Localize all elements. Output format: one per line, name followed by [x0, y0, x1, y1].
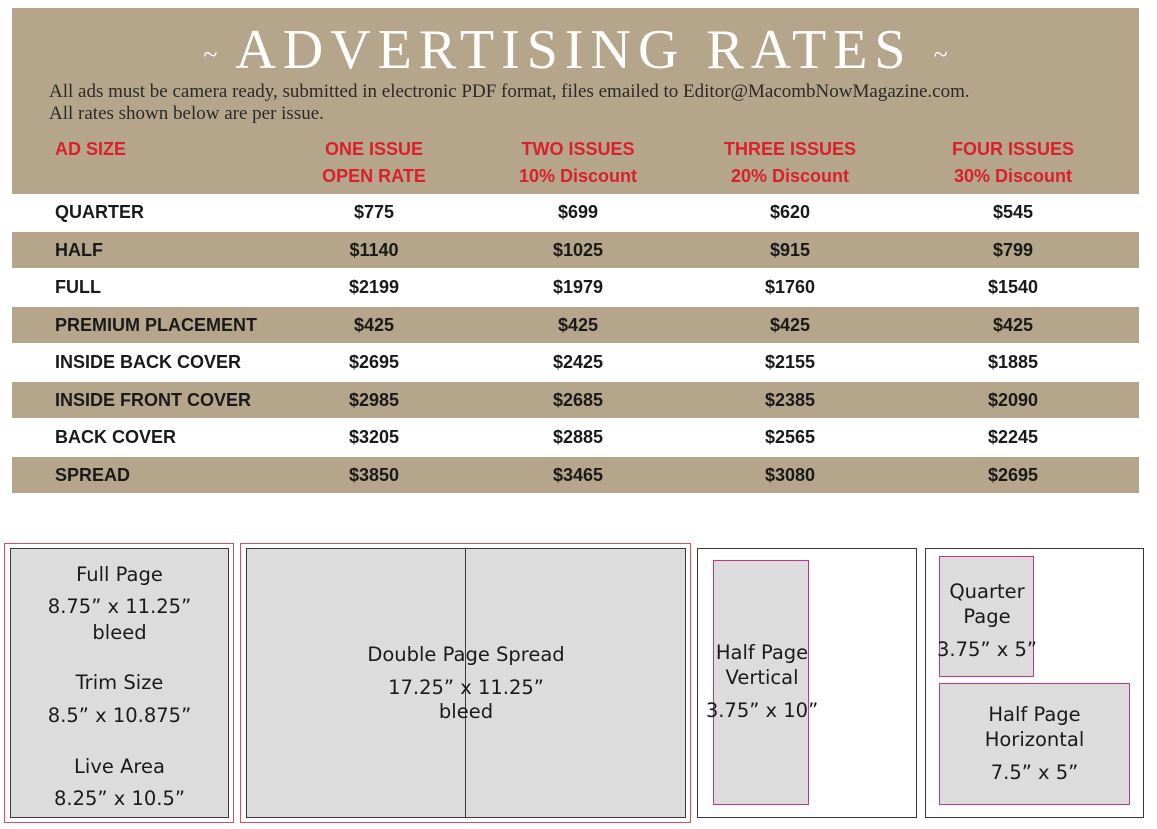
half-horizontal-ad-area: Half Page Horizontal 7.5” x 5” — [939, 683, 1130, 805]
half-horizontal-line2: Horizontal — [984, 728, 1085, 751]
column-header-line1: AD SIZE — [55, 139, 127, 159]
cell-ad-size: FULL — [55, 277, 101, 297]
cell-four-issues: $2090 — [987, 390, 1039, 410]
half-vertical-line2: Vertical — [725, 666, 799, 689]
column-header-line1: TWO ISSUES — [521, 139, 635, 159]
table-row: SPREAD $3850 $3465 $3080 $2695 — [12, 457, 1139, 493]
column-header-ad-size: AD SIZE — [55, 136, 126, 163]
cell-one-issue: $775 — [353, 202, 395, 222]
cell-four-issues: $2695 — [987, 465, 1039, 485]
cell-four-issues: $799 — [992, 240, 1034, 260]
spread-center-fold — [465, 549, 466, 817]
cell-one-issue: $2695 — [348, 352, 400, 372]
cell-ad-size: INSIDE FRONT COVER — [55, 390, 252, 410]
cell-four-issues: $1885 — [987, 352, 1039, 372]
half-horizontal-dims: 7.5” x 5” — [990, 761, 1079, 784]
half-vertical-dims: 3.75” x 10” — [705, 699, 819, 722]
cell-four-issues: $545 — [992, 202, 1034, 222]
title-text: ADVERTISING RATES — [235, 19, 913, 81]
full-page-bleed-label: bleed — [92, 621, 147, 644]
subtitle-line2: All rates shown below are per issue. — [49, 103, 324, 124]
spread-bleed-outline — [240, 543, 691, 823]
quarter-page-line2: Page — [963, 605, 1011, 628]
cell-ad-size: INSIDE BACK COVER — [55, 352, 242, 372]
column-header-line1: THREE ISSUES — [723, 139, 857, 159]
full-page-bleed-dims: 8.75” x 11.25” — [47, 595, 192, 618]
subtitle-line1: All ads must be camera ready, submitted … — [49, 81, 970, 102]
cell-ad-size: QUARTER — [55, 202, 144, 222]
quarter-page-dims: 3.75” x 5” — [937, 638, 1037, 661]
cell-two-issues: $699 — [557, 202, 599, 222]
column-header-line2: 10% Discount — [518, 166, 638, 186]
column-header-line2: OPEN RATE — [322, 166, 426, 186]
live-area-title: Live Area — [74, 755, 165, 778]
cell-one-issue: $2199 — [348, 277, 400, 297]
title-tilde-left: ~ — [203, 40, 218, 70]
cell-two-issues: $2885 — [552, 427, 604, 447]
header-band: ~ ADVERTISING RATES ~ All ads must be ca… — [12, 8, 1139, 194]
cell-four-issues: $425 — [992, 315, 1034, 335]
cell-three-issues: $3080 — [764, 465, 816, 485]
column-header-four-issues: FOUR ISSUES 30% Discount — [933, 136, 1093, 190]
cell-three-issues: $620 — [769, 202, 811, 222]
cell-one-issue: $3205 — [348, 427, 400, 447]
cell-four-issues: $1540 — [987, 277, 1039, 297]
column-header-one-issue: ONE ISSUE OPEN RATE — [294, 136, 454, 190]
cell-ad-size: BACK COVER — [55, 427, 177, 447]
full-page-diagram: Full Page 8.75” x 11.25” bleed Trim Size… — [10, 548, 229, 818]
spread-dims: 17.25” x 11.25” — [388, 676, 544, 699]
cell-three-issues: $1760 — [764, 277, 816, 297]
page-title: ~ ADVERTISING RATES ~ — [12, 20, 1139, 85]
cell-two-issues: $1025 — [552, 240, 604, 260]
quarter-page-ad-area — [939, 556, 1034, 677]
spread-diagram: Double Page Spread 17.25” x 11.25” bleed — [246, 548, 686, 818]
quarter-page-line1: Quarter — [949, 580, 1025, 603]
trim-size-title: Trim Size — [75, 671, 164, 694]
cell-three-issues: $915 — [769, 240, 811, 260]
column-header-line1: ONE ISSUE — [324, 139, 424, 159]
cell-three-issues: $2565 — [764, 427, 816, 447]
half-vertical-line1: Half Page — [715, 641, 809, 664]
cell-three-issues: $425 — [769, 315, 811, 335]
title-tilde-right: ~ — [933, 40, 948, 70]
live-area-dims: 8.25” x 10.5” — [54, 787, 185, 810]
trim-size-dims: 8.5” x 10.875” — [47, 704, 192, 727]
full-page-bleed-outline — [4, 543, 234, 823]
cell-three-issues: $2155 — [764, 352, 816, 372]
table-row: FULL $2199 $1979 $1760 $1540 — [12, 269, 1139, 305]
cell-one-issue: $2985 — [348, 390, 400, 410]
spread-bleed-label: bleed — [438, 700, 494, 723]
table-row: INSIDE BACK COVER $2695 $2425 $2155 $188… — [12, 344, 1139, 380]
subtitle: All ads must be camera ready, submitted … — [49, 81, 970, 125]
full-page-title: Full Page — [76, 563, 163, 586]
cell-ad-size: SPREAD — [55, 465, 131, 485]
cell-four-issues: $2245 — [987, 427, 1039, 447]
cell-ad-size: PREMIUM PLACEMENT — [55, 315, 257, 335]
cell-two-issues: $1979 — [552, 277, 604, 297]
column-header-line2: 30% Discount — [953, 166, 1073, 186]
table-row: PREMIUM PLACEMENT $425 $425 $425 $425 — [12, 307, 1139, 343]
cell-ad-size: HALF — [55, 240, 103, 260]
table-row: QUARTER $775 $699 $620 $545 — [12, 194, 1139, 230]
column-header-two-issues: TWO ISSUES 10% Discount — [498, 136, 658, 190]
half-horizontal-line1: Half Page — [988, 703, 1081, 726]
column-header-line2: 20% Discount — [730, 166, 850, 186]
cell-two-issues: $2425 — [552, 352, 604, 372]
cell-two-issues: $3465 — [552, 465, 604, 485]
table-row: BACK COVER $3205 $2885 $2565 $2245 — [12, 419, 1139, 455]
column-header-three-issues: THREE ISSUES 20% Discount — [710, 136, 870, 190]
cell-two-issues: $425 — [557, 315, 599, 335]
cell-one-issue: $1140 — [349, 240, 399, 260]
cell-one-issue: $425 — [353, 315, 395, 335]
cell-one-issue: $3850 — [348, 465, 400, 485]
cell-two-issues: $2685 — [552, 390, 604, 410]
half-vertical-ad-area — [713, 560, 809, 805]
spread-title: Double Page Spread — [367, 643, 565, 666]
column-header-line1: FOUR ISSUES — [951, 139, 1075, 159]
table-row: INSIDE FRONT COVER $2985 $2685 $2385 $20… — [12, 382, 1139, 418]
cell-three-issues: $2385 — [764, 390, 816, 410]
table-row: HALF $1140 $1025 $915 $799 — [12, 232, 1139, 268]
